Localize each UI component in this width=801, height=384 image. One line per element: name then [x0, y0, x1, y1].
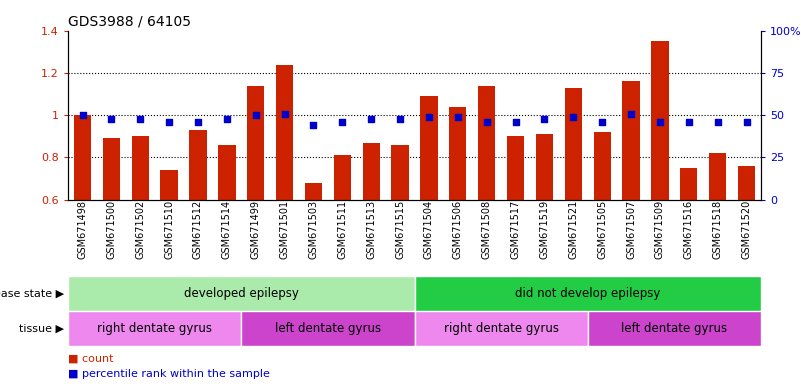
- Point: [423, 114, 436, 120]
- Bar: [421, 96, 437, 200]
- Point: [711, 119, 724, 125]
- Bar: [103, 138, 120, 200]
- Bar: [74, 115, 91, 200]
- Bar: [68, 276, 415, 311]
- Point: [393, 116, 406, 122]
- Text: GSM671517: GSM671517: [510, 200, 521, 259]
- Point: [740, 119, 753, 125]
- Bar: [160, 170, 178, 200]
- Text: GSM671516: GSM671516: [684, 200, 694, 259]
- Text: did not develop epilepsy: did not develop epilepsy: [515, 287, 660, 300]
- Text: GSM671514: GSM671514: [222, 200, 231, 259]
- Bar: [651, 41, 669, 200]
- Bar: [363, 142, 380, 200]
- Text: GSM671512: GSM671512: [193, 200, 203, 259]
- Point: [220, 116, 233, 122]
- Point: [364, 116, 377, 122]
- Text: GSM671504: GSM671504: [424, 200, 434, 259]
- Point: [105, 116, 118, 122]
- Bar: [536, 134, 553, 200]
- Point: [76, 112, 89, 118]
- Text: GSM671507: GSM671507: [626, 200, 636, 259]
- Text: GSM671521: GSM671521: [568, 200, 578, 259]
- Point: [163, 119, 175, 125]
- Bar: [276, 65, 293, 200]
- Text: tissue ▶: tissue ▶: [19, 323, 64, 333]
- Point: [481, 119, 493, 125]
- Point: [249, 112, 262, 118]
- Text: ■ count: ■ count: [68, 354, 114, 364]
- Bar: [247, 86, 264, 200]
- Text: GSM671506: GSM671506: [453, 200, 463, 259]
- Text: GSM671511: GSM671511: [337, 200, 348, 259]
- Point: [682, 119, 695, 125]
- Point: [134, 116, 147, 122]
- Bar: [588, 311, 761, 346]
- Point: [538, 116, 551, 122]
- Bar: [334, 155, 351, 200]
- Bar: [415, 311, 588, 346]
- Bar: [565, 88, 582, 200]
- Text: GSM671498: GSM671498: [78, 200, 87, 259]
- Text: GSM671520: GSM671520: [742, 200, 751, 259]
- Bar: [241, 311, 415, 346]
- Text: left dentate gyrus: left dentate gyrus: [622, 322, 727, 335]
- Point: [278, 111, 291, 117]
- Text: right dentate gyrus: right dentate gyrus: [97, 322, 212, 335]
- Text: GSM671515: GSM671515: [395, 200, 405, 259]
- Point: [596, 119, 609, 125]
- Text: GSM671508: GSM671508: [481, 200, 492, 259]
- Text: right dentate gyrus: right dentate gyrus: [444, 322, 558, 335]
- Text: left dentate gyrus: left dentate gyrus: [275, 322, 381, 335]
- Point: [509, 119, 522, 125]
- Bar: [131, 136, 149, 200]
- Bar: [709, 153, 727, 200]
- Bar: [507, 136, 524, 200]
- Point: [567, 114, 580, 120]
- Text: GSM671501: GSM671501: [280, 200, 290, 259]
- Text: disease state ▶: disease state ▶: [0, 289, 64, 299]
- Bar: [478, 86, 495, 200]
- Bar: [218, 145, 235, 200]
- Bar: [68, 311, 241, 346]
- Text: GSM671503: GSM671503: [308, 200, 319, 259]
- Text: GDS3988 / 64105: GDS3988 / 64105: [68, 14, 191, 28]
- Bar: [415, 276, 761, 311]
- Bar: [738, 166, 755, 200]
- Text: ■ percentile rank within the sample: ■ percentile rank within the sample: [68, 369, 270, 379]
- Text: GSM671519: GSM671519: [539, 200, 549, 259]
- Text: GSM671510: GSM671510: [164, 200, 174, 259]
- Text: GSM671518: GSM671518: [713, 200, 723, 259]
- Bar: [594, 132, 611, 200]
- Text: GSM671502: GSM671502: [135, 200, 145, 259]
- Text: GSM671499: GSM671499: [251, 200, 261, 259]
- Point: [307, 122, 320, 128]
- Bar: [392, 145, 409, 200]
- Point: [452, 114, 465, 120]
- Bar: [449, 107, 466, 200]
- Text: GSM671505: GSM671505: [598, 200, 607, 259]
- Text: GSM671509: GSM671509: [655, 200, 665, 259]
- Point: [191, 119, 204, 125]
- Point: [625, 111, 638, 117]
- Text: developed epilepsy: developed epilepsy: [184, 287, 299, 300]
- Point: [654, 119, 666, 125]
- Bar: [680, 168, 698, 200]
- Bar: [622, 81, 640, 200]
- Text: GSM671513: GSM671513: [366, 200, 376, 259]
- Point: [336, 119, 348, 125]
- Bar: [189, 130, 207, 200]
- Bar: [305, 183, 322, 200]
- Text: GSM671500: GSM671500: [107, 200, 116, 259]
